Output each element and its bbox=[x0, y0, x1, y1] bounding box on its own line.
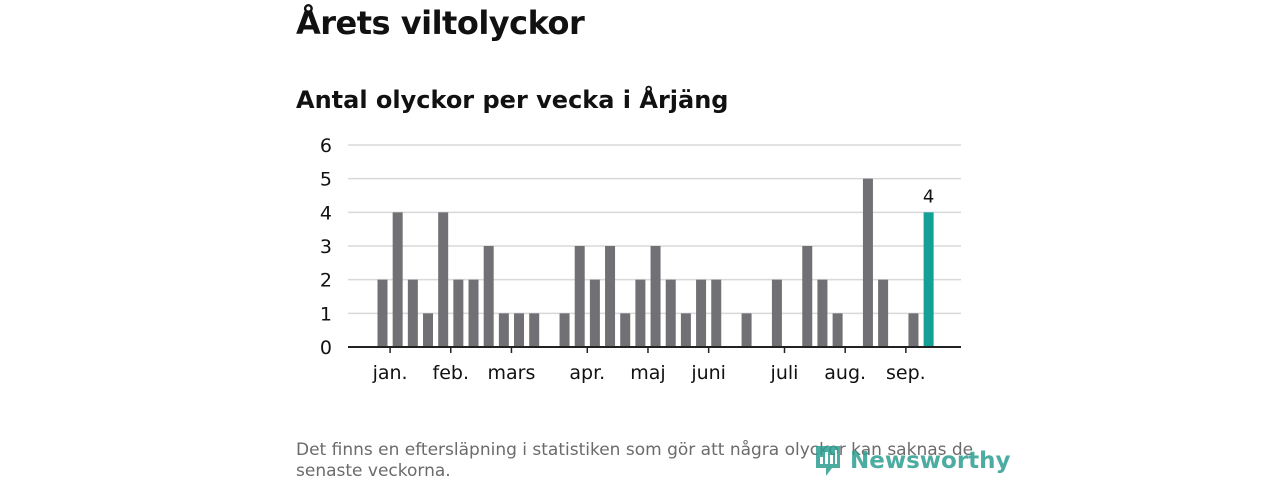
bar bbox=[650, 246, 661, 347]
chart-subtitle: Antal olyckor per vecka i Årjäng bbox=[296, 86, 729, 114]
bar bbox=[605, 246, 616, 347]
brand-name: Newsworthy bbox=[850, 448, 1011, 474]
bar bbox=[862, 178, 873, 347]
newsworthy-logo[interactable]: Newsworthy bbox=[814, 444, 1011, 478]
bar bbox=[529, 313, 540, 347]
bar bbox=[468, 279, 479, 347]
bar bbox=[589, 279, 600, 347]
bar bbox=[817, 279, 828, 347]
x-tick-label: aug. bbox=[824, 362, 866, 384]
bar bbox=[438, 212, 449, 347]
y-tick-label: 3 bbox=[320, 236, 332, 258]
bar bbox=[423, 313, 434, 347]
bar bbox=[665, 279, 676, 347]
bar bbox=[498, 313, 509, 347]
x-tick-label: mars bbox=[488, 362, 536, 384]
x-tick-label: apr. bbox=[569, 362, 605, 384]
x-tick-label: juli bbox=[770, 362, 799, 384]
bar bbox=[802, 246, 813, 347]
bar bbox=[392, 212, 403, 347]
bar bbox=[514, 313, 525, 347]
bar bbox=[832, 313, 843, 347]
data-label: 4 bbox=[923, 186, 934, 207]
newsworthy-icon bbox=[816, 446, 840, 476]
bar-chart: 0 1 2 3 4 5 6 4 jan. feb. mars apr. maj juni juli aug. s… bbox=[320, 135, 961, 384]
bar bbox=[771, 279, 782, 347]
bar bbox=[559, 313, 570, 347]
chart-title: Årets viltolyckor bbox=[296, 4, 585, 42]
y-tick-label: 6 bbox=[320, 135, 332, 157]
x-tick-label: maj bbox=[630, 362, 665, 384]
bar bbox=[878, 279, 889, 347]
bar bbox=[453, 279, 464, 347]
x-tick-label: juni bbox=[690, 362, 726, 384]
x-tick-label: feb. bbox=[433, 362, 469, 384]
bar bbox=[483, 246, 494, 347]
bar bbox=[407, 279, 418, 347]
bar bbox=[620, 313, 631, 347]
x-tick-label: sep. bbox=[886, 362, 926, 384]
y-tick-label: 0 bbox=[320, 337, 332, 359]
y-tick-label: 5 bbox=[320, 169, 332, 191]
bar bbox=[574, 246, 585, 347]
y-tick-label: 4 bbox=[320, 202, 332, 224]
bar bbox=[711, 279, 722, 347]
bar bbox=[741, 313, 752, 347]
highlight-bar bbox=[923, 212, 934, 347]
bar bbox=[377, 279, 388, 347]
bar bbox=[635, 279, 646, 347]
y-tick-label: 1 bbox=[320, 303, 332, 325]
bar bbox=[680, 313, 691, 347]
bar bbox=[908, 313, 919, 347]
bar bbox=[696, 279, 707, 347]
footnote: Det finns en eftersläpning i statistiken… bbox=[296, 440, 974, 481]
x-tick-label: jan. bbox=[372, 362, 408, 384]
y-tick-label: 2 bbox=[320, 270, 332, 292]
